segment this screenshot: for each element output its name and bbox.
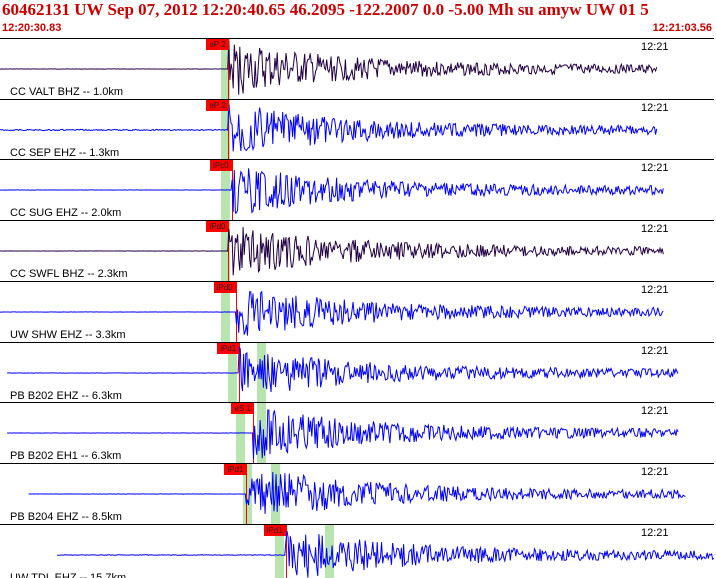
waveform — [0, 40, 658, 95]
time-marker: 12:21 — [641, 344, 669, 357]
waveform-line — [7, 345, 679, 392]
event-title: 60462131 UW Sep 07, 2012 12:20:40.65 46.… — [2, 0, 649, 19]
trace-panel[interactable]: iPd1 12:21 PB B202 EHZ -- 6.3km — [0, 341, 714, 403]
waveform — [57, 530, 715, 578]
pick-window — [257, 403, 267, 464]
pick-line[interactable] — [235, 281, 237, 342]
waveform — [0, 227, 664, 276]
waveform-line — [57, 530, 715, 578]
waveform-line — [0, 227, 664, 276]
station-label: PB B204 EHZ -- 8.5km — [10, 510, 122, 523]
time-marker: 12:21 — [641, 405, 669, 418]
pick-line[interactable] — [239, 342, 241, 403]
pick-label[interactable]: iPd1 — [224, 463, 247, 475]
time-marker: 12:21 — [641, 526, 669, 539]
trace-panel[interactable]: iPd1 12:21 PB B204 EHZ -- 8.5km — [0, 462, 714, 524]
pick-line[interactable] — [228, 99, 230, 160]
waveform — [0, 290, 664, 336]
trace-panel[interactable]: eS 1 12:21 PB B202 EH1 -- 6.3km — [0, 402, 714, 464]
pick-label[interactable]: eP 2 — [206, 99, 229, 111]
station-label: UW TDL EHZ -- 15.7km — [10, 571, 127, 578]
trace-panel[interactable]: iPd0 12:21 UW SHW EHZ -- 3.3km — [0, 280, 714, 342]
trace-panel[interactable]: iPd1 12:21 UW TDL EHZ -- 15.7km — [0, 523, 715, 578]
time-marker: 12:21 — [641, 101, 669, 114]
pick-label[interactable]: iPd0 — [213, 281, 236, 293]
pick-label[interactable]: iPd0 — [206, 221, 229, 233]
station-label: PB B202 EH1 -- 6.3km — [10, 450, 122, 463]
waveform — [0, 168, 664, 215]
station-label: UW SHW EHZ -- 3.3km — [10, 328, 126, 341]
pick-line[interactable] — [246, 463, 248, 524]
trace-panel[interactable]: eP 2 12:21 CC VALT BHZ -- 1.0km — [0, 38, 714, 99]
waveform — [0, 103, 658, 152]
end-time-label: 12:21:03.56 — [652, 22, 712, 34]
pick-label[interactable]: eP 2 — [206, 39, 229, 50]
trace-panel[interactable]: eP 2 12:21 CC SEP EHZ -- 1.3km — [0, 98, 714, 160]
waveform — [28, 471, 686, 514]
pick-window — [324, 524, 334, 578]
start-time-label: 12:20:30.83 — [2, 22, 62, 34]
time-marker: 12:21 — [641, 162, 669, 175]
pick-line[interactable] — [228, 221, 230, 282]
pick-line[interactable] — [228, 39, 230, 99]
pick-window — [271, 463, 281, 524]
pick-label[interactable]: eS 1 — [231, 403, 254, 415]
waveform-line — [28, 471, 686, 514]
trace-panel[interactable]: iPc0 12:21 CC SUG EHZ -- 2.0km — [0, 159, 714, 221]
trace-panel[interactable]: iPd0 12:21 CC SWFL BHZ -- 2.3km — [0, 220, 714, 282]
waveform-line — [0, 168, 664, 215]
pick-window — [274, 524, 284, 578]
pick-line[interactable] — [285, 524, 287, 578]
pick-label[interactable]: iPd1 — [263, 524, 286, 536]
time-marker: 12:21 — [641, 41, 669, 53]
waveform-line — [0, 103, 658, 152]
pick-label[interactable]: iPd1 — [217, 342, 240, 354]
waveform — [7, 409, 679, 460]
station-label: CC SEP EHZ -- 1.3km — [10, 146, 120, 159]
station-label: CC SWFL BHZ -- 2.3km — [10, 268, 128, 281]
waveform-line — [7, 409, 679, 460]
station-label: PB B202 EHZ -- 6.3km — [10, 389, 122, 402]
station-label: CC SUG EHZ -- 2.0km — [10, 207, 122, 220]
waveform — [7, 345, 679, 392]
pick-label[interactable]: iPc0 — [210, 160, 232, 172]
waveform-line — [0, 40, 658, 95]
time-marker: 12:21 — [641, 223, 669, 236]
time-marker: 12:21 — [641, 465, 669, 478]
station-label: CC VALT BHZ -- 1.0km — [10, 86, 124, 98]
time-marker: 12:21 — [641, 283, 669, 296]
waveform-line — [0, 290, 664, 336]
